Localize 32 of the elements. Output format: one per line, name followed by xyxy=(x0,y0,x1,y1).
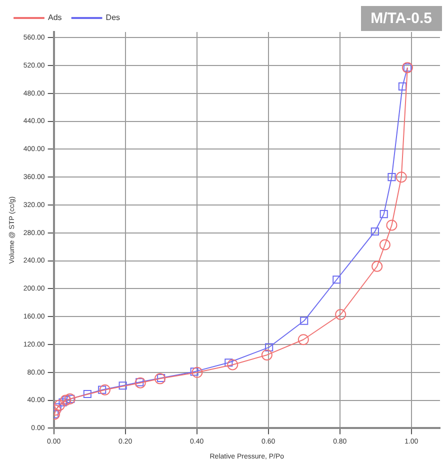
point xyxy=(54,400,66,411)
point xyxy=(388,173,396,182)
point xyxy=(157,374,166,382)
legend-label: Des xyxy=(106,13,120,22)
point xyxy=(54,403,62,412)
point xyxy=(396,172,407,183)
point xyxy=(83,390,92,398)
point xyxy=(227,359,238,370)
point xyxy=(300,316,308,325)
point xyxy=(380,210,388,218)
chart-title: M/TA-0.5 xyxy=(360,6,442,31)
point xyxy=(386,220,398,231)
point xyxy=(58,398,67,406)
point xyxy=(335,309,346,320)
point xyxy=(332,276,341,284)
point xyxy=(98,386,106,394)
point xyxy=(372,260,383,272)
point xyxy=(190,368,198,376)
point xyxy=(154,373,166,384)
point xyxy=(224,358,233,367)
point xyxy=(265,343,274,352)
point xyxy=(118,382,127,390)
point xyxy=(298,334,309,346)
point xyxy=(99,384,110,396)
point xyxy=(66,394,75,403)
point xyxy=(261,349,272,360)
point xyxy=(370,227,379,236)
legend-label: Ads xyxy=(48,13,62,22)
point xyxy=(398,82,406,90)
point xyxy=(379,239,390,250)
point xyxy=(64,393,76,404)
point xyxy=(192,366,203,378)
